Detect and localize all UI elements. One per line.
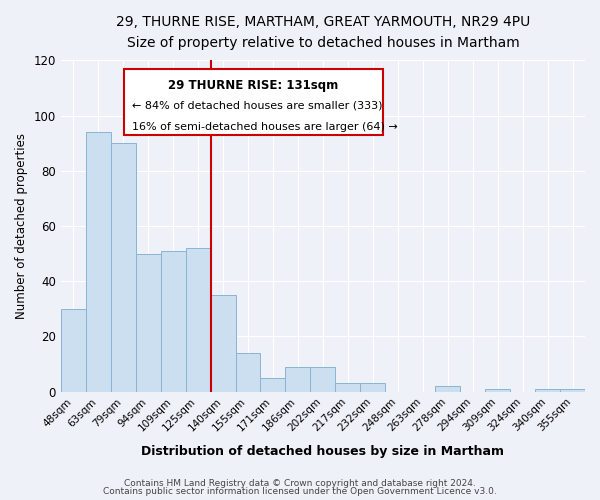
X-axis label: Distribution of detached houses by size in Martham: Distribution of detached houses by size … xyxy=(142,444,505,458)
Bar xyxy=(236,353,260,392)
Bar xyxy=(335,384,361,392)
Bar xyxy=(560,389,585,392)
Bar xyxy=(286,367,310,392)
Bar xyxy=(211,295,236,392)
Text: 29 THURNE RISE: 131sqm: 29 THURNE RISE: 131sqm xyxy=(169,78,338,92)
Bar xyxy=(161,251,185,392)
FancyBboxPatch shape xyxy=(124,69,383,135)
Bar xyxy=(435,386,460,392)
Bar xyxy=(111,144,136,392)
Bar xyxy=(61,309,86,392)
Text: 16% of semi-detached houses are larger (64) →: 16% of semi-detached houses are larger (… xyxy=(131,122,397,132)
Bar xyxy=(485,389,510,392)
Bar xyxy=(310,367,335,392)
Bar xyxy=(260,378,286,392)
Text: Contains public sector information licensed under the Open Government Licence v3: Contains public sector information licen… xyxy=(103,487,497,496)
Bar xyxy=(136,254,161,392)
Bar xyxy=(185,248,211,392)
Title: 29, THURNE RISE, MARTHAM, GREAT YARMOUTH, NR29 4PU
Size of property relative to : 29, THURNE RISE, MARTHAM, GREAT YARMOUTH… xyxy=(116,15,530,50)
Bar xyxy=(86,132,111,392)
Text: ← 84% of detached houses are smaller (333): ← 84% of detached houses are smaller (33… xyxy=(131,100,382,110)
Y-axis label: Number of detached properties: Number of detached properties xyxy=(15,133,28,319)
Text: Contains HM Land Registry data © Crown copyright and database right 2024.: Contains HM Land Registry data © Crown c… xyxy=(124,478,476,488)
Bar xyxy=(361,384,385,392)
Bar xyxy=(535,389,560,392)
